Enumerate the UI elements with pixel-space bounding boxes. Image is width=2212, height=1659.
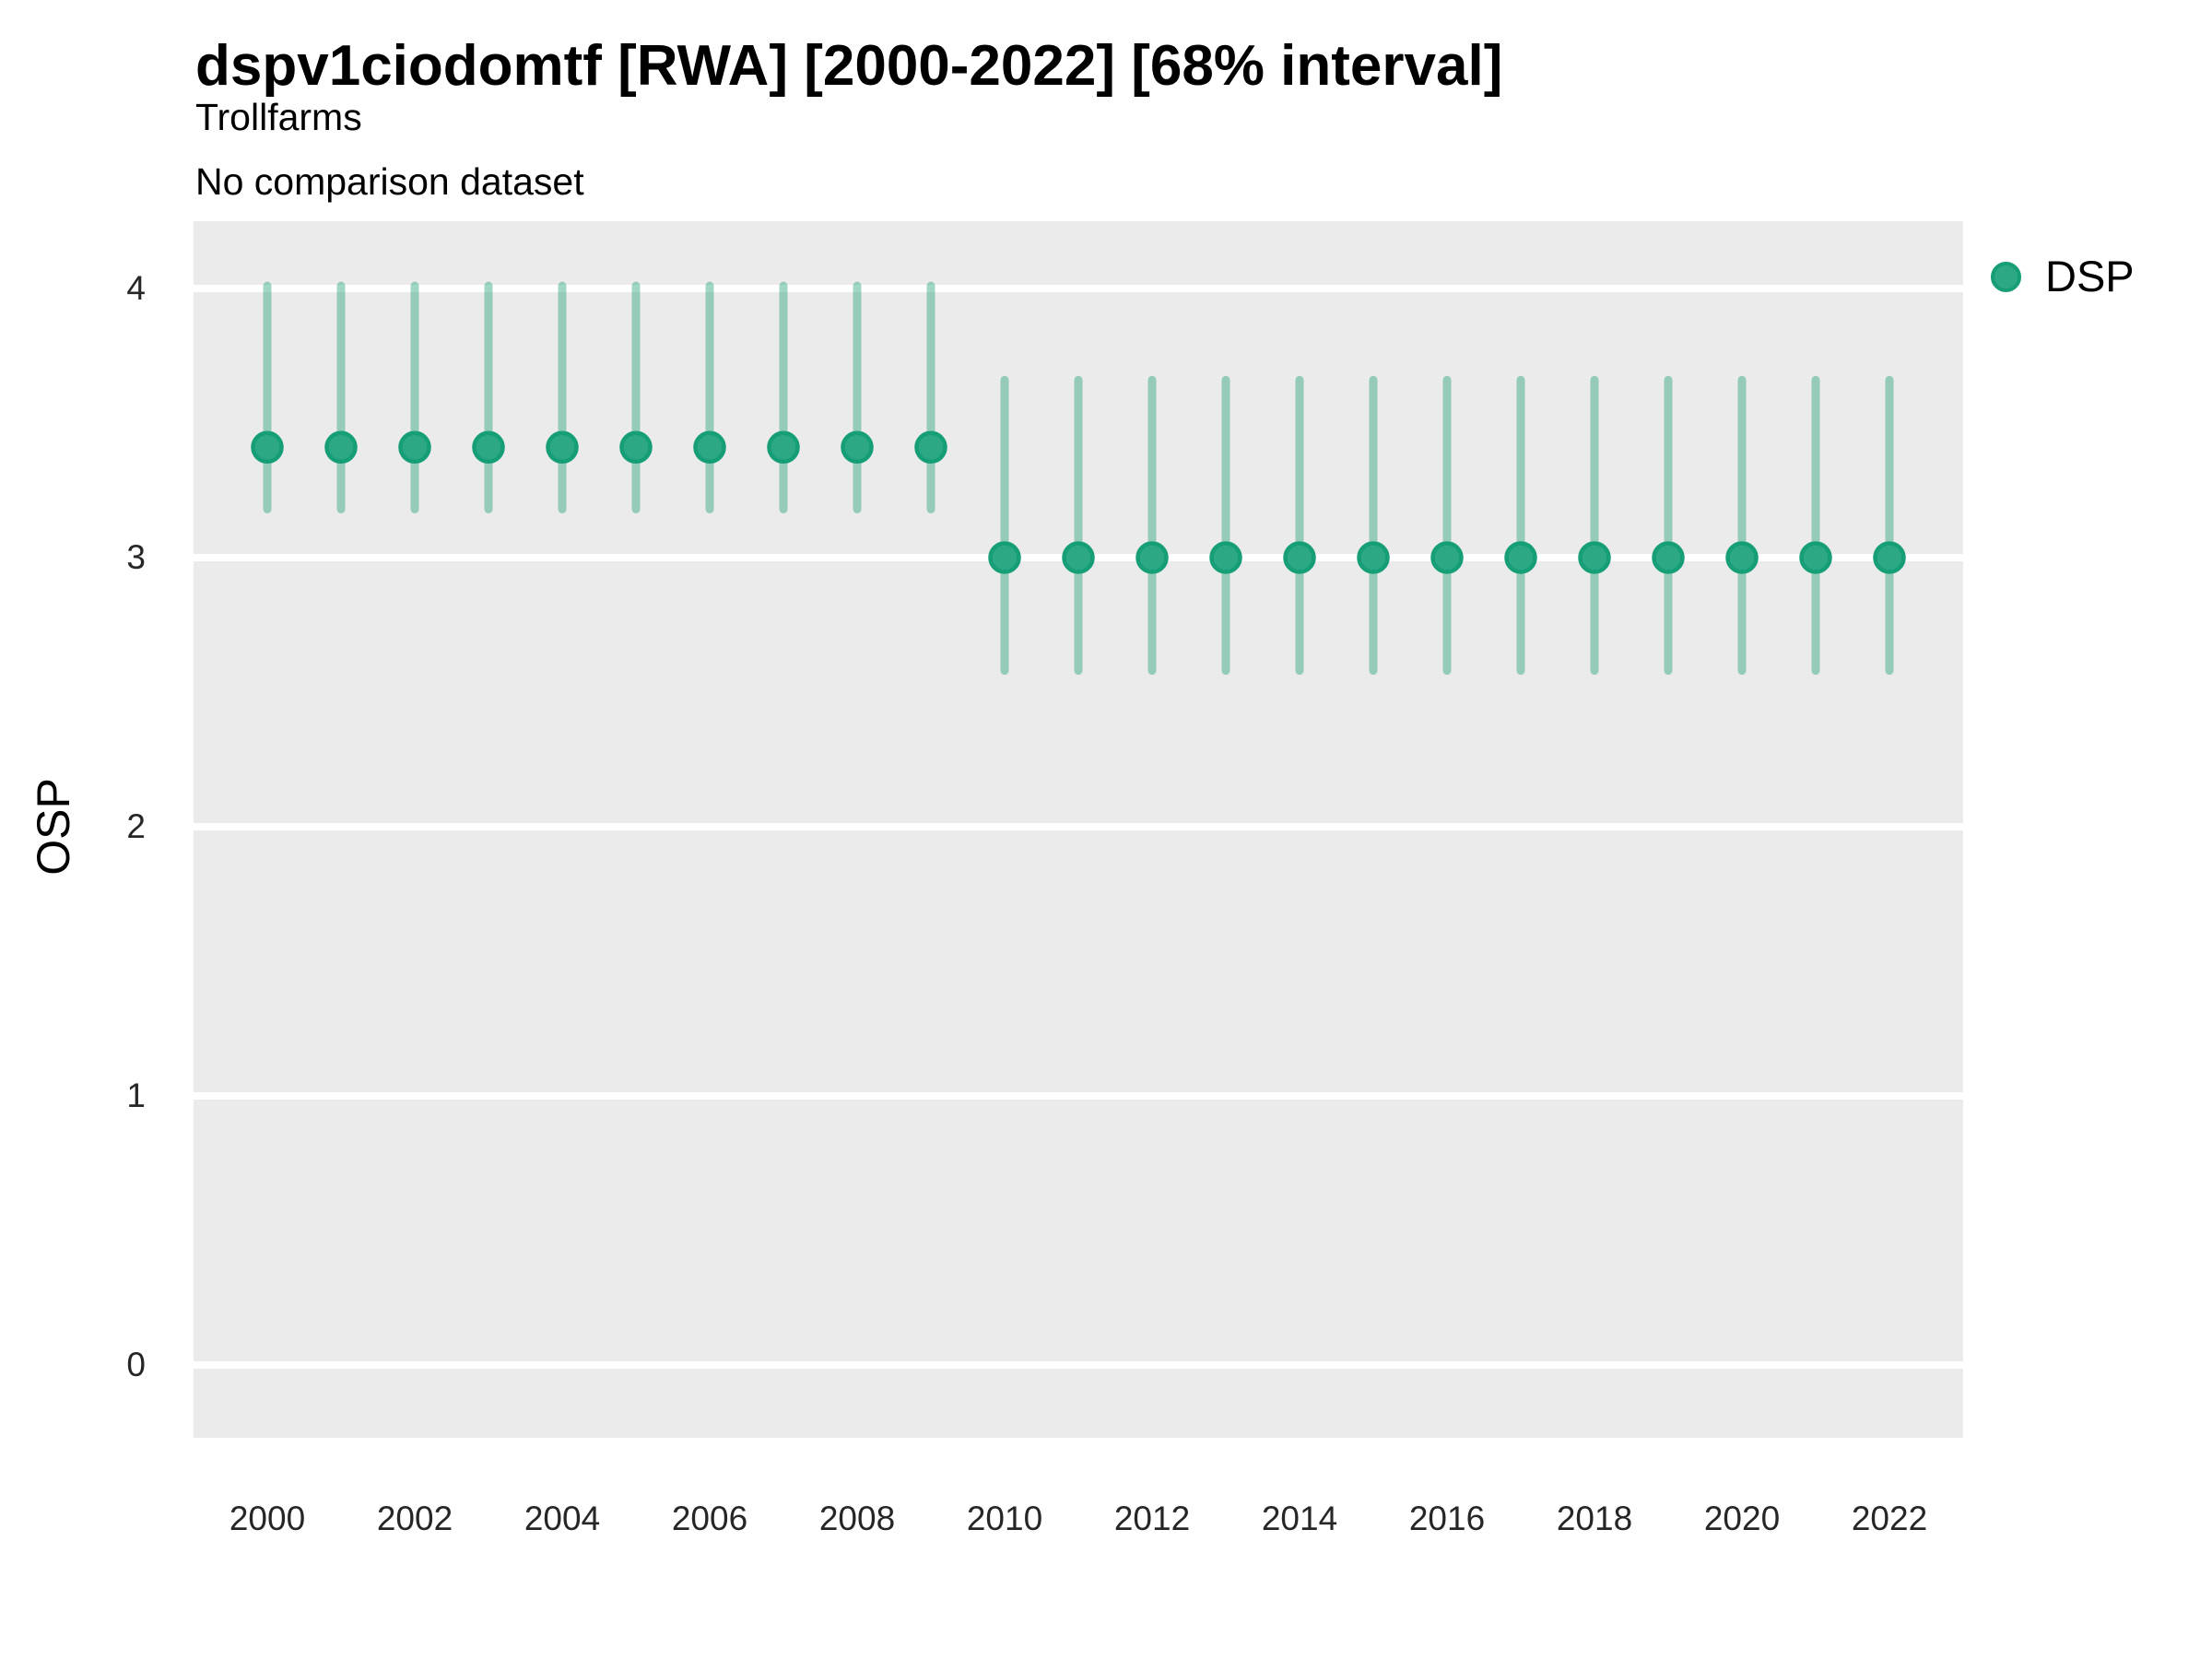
point-estimate-2001 (324, 430, 358, 465)
point-estimate-2022 (1873, 541, 1906, 574)
comparison-dataset-note: No comparison dataset (195, 160, 584, 203)
x-tick-label-2020: 2020 (1703, 1500, 1781, 1537)
point-estimate-2011 (1062, 541, 1095, 574)
gridline-y-2 (194, 823, 1963, 830)
y-tick-label-3: 3 (126, 538, 146, 576)
x-tick-label-2022: 2022 (1851, 1500, 1928, 1537)
point-estimate-2004 (546, 430, 579, 465)
x-tick-label-2000: 2000 (229, 1500, 306, 1537)
point-estimate-2006 (693, 430, 726, 465)
x-tick-label-2004: 2004 (524, 1500, 601, 1537)
x-tick-label-2016: 2016 (1408, 1500, 1486, 1537)
point-estimate-2012 (1135, 541, 1169, 574)
point-estimate-2009 (914, 430, 947, 465)
legend: DSP (1991, 247, 2135, 306)
point-estimate-2005 (619, 430, 653, 465)
y-axis-title: OSP (28, 778, 79, 876)
x-tick-label-2002: 2002 (376, 1500, 453, 1537)
y-tick-label-4: 4 (126, 269, 146, 307)
chart-subtitle: Trollfarms (195, 96, 362, 138)
point-estimate-2019 (1652, 541, 1685, 574)
legend-item-dsp: DSP (1991, 247, 2135, 306)
x-tick-label-2014: 2014 (1261, 1500, 1338, 1537)
point-estimate-2014 (1283, 541, 1316, 574)
point-estimate-2007 (767, 430, 800, 465)
legend-item-label: DSP (2045, 252, 2135, 300)
point-estimate-2013 (1209, 541, 1242, 574)
point-estimate-2017 (1504, 541, 1537, 574)
point-estimate-2000 (251, 430, 284, 465)
point-estimate-2002 (398, 430, 431, 465)
point-estimate-2003 (472, 430, 505, 465)
x-tick-label-2008: 2008 (818, 1500, 896, 1537)
x-tick-label-2018: 2018 (1556, 1500, 1633, 1537)
y-tick-label-1: 1 (126, 1077, 146, 1114)
point-estimate-2008 (841, 430, 874, 465)
x-tick-label-2010: 2010 (966, 1500, 1043, 1537)
gridline-y-4 (194, 285, 1963, 292)
point-estimate-2015 (1357, 541, 1390, 574)
point-estimate-2021 (1799, 541, 1832, 574)
chart-title: dspv1ciodomtf [RWA] [2000-2022] [68% int… (195, 34, 1503, 98)
point-estimate-2018 (1578, 541, 1611, 574)
gridline-y-0 (194, 1361, 1963, 1369)
x-tick-label-2006: 2006 (671, 1500, 748, 1537)
point-estimate-2020 (1725, 541, 1759, 574)
legend-point-icon (1991, 261, 2021, 292)
y-tick-label-2: 2 (126, 807, 146, 845)
point-estimate-2010 (988, 541, 1021, 574)
x-tick-label-2012: 2012 (1113, 1500, 1191, 1537)
y-tick-label-0: 0 (126, 1346, 146, 1383)
gridline-y-1 (194, 1092, 1963, 1100)
point-estimate-2016 (1430, 541, 1464, 574)
